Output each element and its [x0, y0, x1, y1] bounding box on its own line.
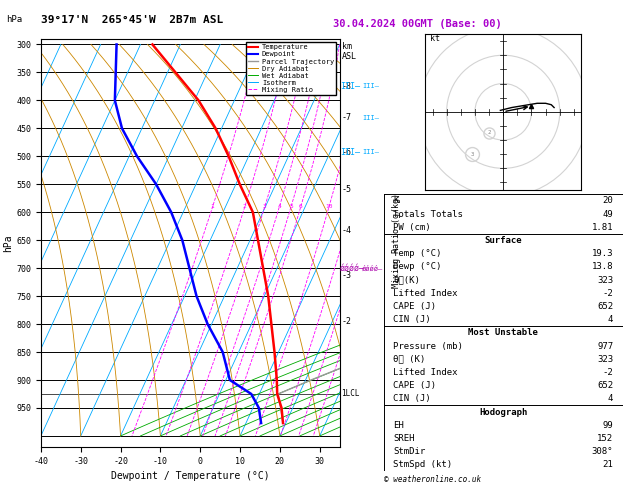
Text: StmDir: StmDir — [393, 447, 425, 456]
Text: 3: 3 — [470, 152, 474, 156]
Text: -8: -8 — [342, 82, 352, 91]
Text: Lifted Index: Lifted Index — [393, 289, 458, 298]
Text: 4: 4 — [277, 204, 281, 209]
Text: 977: 977 — [597, 342, 613, 350]
Text: Hodograph: Hodograph — [479, 408, 527, 417]
Text: Totals Totals: Totals Totals — [393, 209, 463, 219]
Text: Lifted Index: Lifted Index — [393, 368, 458, 377]
Text: 3: 3 — [263, 204, 267, 209]
Text: 99: 99 — [603, 421, 613, 430]
Text: Dewp (°C): Dewp (°C) — [393, 262, 442, 272]
Text: III—: III— — [340, 148, 360, 157]
Text: θᴁ (K): θᴁ (K) — [393, 355, 425, 364]
Text: 6: 6 — [299, 204, 303, 209]
Text: 20: 20 — [603, 196, 613, 206]
Text: 323: 323 — [597, 276, 613, 285]
Text: km
ASL: km ASL — [342, 42, 357, 61]
Text: III—: III— — [340, 82, 360, 91]
Text: © weatheronline.co.uk: © weatheronline.co.uk — [384, 474, 481, 484]
Text: 30.04.2024 00GMT (Base: 00): 30.04.2024 00GMT (Base: 00) — [333, 19, 502, 30]
Text: 13.8: 13.8 — [592, 262, 613, 272]
Text: Surface: Surface — [484, 236, 522, 245]
Text: CIN (J): CIN (J) — [393, 315, 431, 324]
Text: SREH: SREH — [393, 434, 415, 443]
Text: CAPE (J): CAPE (J) — [393, 302, 437, 311]
Text: CIN (J): CIN (J) — [393, 394, 431, 403]
Text: 2: 2 — [487, 130, 491, 136]
Text: ǿǿǿǿ—: ǿǿǿǿ— — [362, 265, 384, 271]
Text: III—: III— — [362, 84, 379, 89]
Text: -5: -5 — [342, 185, 352, 194]
X-axis label: Dewpoint / Temperature (°C): Dewpoint / Temperature (°C) — [111, 471, 270, 482]
Text: 49: 49 — [603, 209, 613, 219]
Text: III—: III— — [362, 115, 379, 121]
Text: 1.81: 1.81 — [592, 223, 613, 232]
Text: θᴁ(K): θᴁ(K) — [393, 276, 420, 285]
Text: 152: 152 — [597, 434, 613, 443]
Text: 10: 10 — [325, 204, 333, 209]
Text: 5: 5 — [289, 204, 293, 209]
Text: 4: 4 — [608, 315, 613, 324]
Text: 4: 4 — [608, 394, 613, 403]
Text: 19.3: 19.3 — [592, 249, 613, 258]
Text: III—: III— — [362, 149, 379, 156]
Text: EH: EH — [393, 421, 404, 430]
Text: 652: 652 — [597, 302, 613, 311]
Text: hPa: hPa — [6, 15, 23, 24]
Text: -7: -7 — [342, 113, 352, 122]
Text: 323: 323 — [597, 355, 613, 364]
Text: Temp (°C): Temp (°C) — [393, 249, 442, 258]
Text: 21: 21 — [603, 460, 613, 469]
Legend: Temperature, Dewpoint, Parcel Trajectory, Dry Adiabat, Wet Adiabat, Isotherm, Mi: Temperature, Dewpoint, Parcel Trajectory… — [246, 42, 336, 95]
Text: 2: 2 — [243, 204, 247, 209]
Text: Mixing Ratio (g/kg): Mixing Ratio (g/kg) — [392, 193, 401, 288]
Text: 1: 1 — [211, 204, 214, 209]
Text: Most Unstable: Most Unstable — [468, 329, 538, 337]
Text: 1LCL: 1LCL — [342, 389, 360, 399]
Text: -4: -4 — [342, 226, 352, 235]
Text: -2: -2 — [603, 289, 613, 298]
Text: PW (cm): PW (cm) — [393, 223, 431, 232]
Text: -3: -3 — [342, 271, 352, 280]
Text: ǿǿǿǿ—: ǿǿǿǿ— — [340, 264, 365, 273]
Text: K: K — [393, 196, 399, 206]
Text: -2: -2 — [342, 317, 352, 326]
Text: Pressure (mb): Pressure (mb) — [393, 342, 463, 350]
Text: 652: 652 — [597, 381, 613, 390]
Text: StmSpd (kt): StmSpd (kt) — [393, 460, 452, 469]
Text: -2: -2 — [603, 368, 613, 377]
Y-axis label: hPa: hPa — [3, 234, 13, 252]
Text: 39°17'N  265°45'W  2B7m ASL: 39°17'N 265°45'W 2B7m ASL — [41, 15, 223, 25]
Text: CAPE (J): CAPE (J) — [393, 381, 437, 390]
Text: -6: -6 — [342, 148, 352, 157]
Text: 308°: 308° — [592, 447, 613, 456]
Text: kt: kt — [430, 34, 440, 43]
